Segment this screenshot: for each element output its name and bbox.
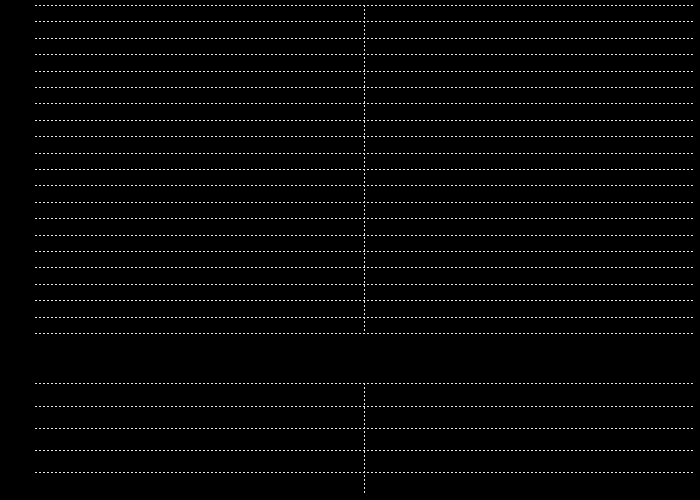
table-top-border xyxy=(35,5,693,6)
row-divider-line xyxy=(35,428,693,429)
row-divider-line xyxy=(35,284,693,285)
row-divider-line xyxy=(35,38,693,39)
row-divider-line xyxy=(35,153,693,154)
row-divider-line xyxy=(35,87,693,88)
column-divider-line xyxy=(364,5,365,333)
row-divider-line xyxy=(35,218,693,219)
row-divider-line xyxy=(35,54,693,55)
row-divider-line xyxy=(35,185,693,186)
table-bottom-border xyxy=(35,333,693,334)
column-divider-line xyxy=(364,383,365,493)
row-divider-line xyxy=(35,317,693,318)
row-divider-line xyxy=(35,406,693,407)
row-divider-line xyxy=(35,202,693,203)
row-divider-line xyxy=(35,21,693,22)
row-divider-line xyxy=(35,267,693,268)
row-divider-line xyxy=(35,472,693,473)
row-divider-line xyxy=(35,251,693,252)
row-divider-line xyxy=(35,450,693,451)
row-divider-line xyxy=(35,300,693,301)
table-top-border xyxy=(35,383,693,384)
row-divider-line xyxy=(35,103,693,104)
row-divider-line xyxy=(35,120,693,121)
row-divider-line xyxy=(35,235,693,236)
row-divider-line xyxy=(35,169,693,170)
row-divider-line xyxy=(35,71,693,72)
row-divider-line xyxy=(35,136,693,137)
